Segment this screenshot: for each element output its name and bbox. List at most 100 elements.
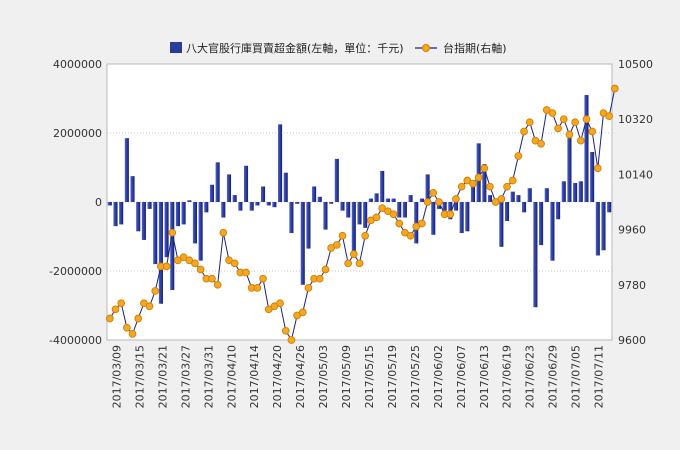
bar — [209, 184, 215, 202]
bar — [453, 202, 459, 211]
bar — [243, 165, 249, 202]
x-tick-label: 2017/06/13 — [478, 345, 491, 408]
line-point — [281, 326, 290, 335]
bar — [419, 198, 424, 202]
line-point — [525, 118, 534, 127]
line-point — [372, 213, 381, 222]
right-tick-label: 10140 — [618, 168, 653, 181]
bar — [567, 136, 572, 202]
bar — [306, 202, 311, 249]
bar — [266, 202, 271, 206]
bar — [470, 184, 476, 202]
line-point — [514, 152, 523, 160]
legend: 八大官股行庫買賣超金額(左軸，單位：千元) 台指期(右軸) — [170, 41, 507, 55]
x-tick-label: 2017/04/14 — [248, 345, 261, 408]
line-point — [321, 265, 330, 274]
bar — [147, 202, 152, 209]
bar — [198, 202, 203, 261]
bar — [192, 202, 197, 244]
line-point — [469, 179, 477, 188]
x-tick-label: 2017/05/03 — [317, 345, 330, 408]
bar — [357, 202, 362, 225]
bar — [141, 202, 146, 240]
line-point — [429, 188, 438, 197]
bar — [119, 202, 124, 225]
x-tick-label: 2017/06/02 — [432, 345, 445, 408]
line-point — [605, 112, 614, 120]
bar — [385, 198, 390, 202]
bar — [397, 202, 402, 218]
bar — [232, 195, 237, 202]
line-point — [276, 299, 284, 308]
line-point — [191, 259, 199, 268]
line-point — [162, 262, 171, 271]
right-axis-ticks: 10500 10320 10140 9960 9780 9600 — [618, 58, 653, 347]
bar — [340, 202, 345, 211]
line-point — [474, 173, 483, 182]
line-point — [208, 274, 216, 283]
bar — [465, 202, 470, 232]
x-tick-label: 2017/06/07 — [455, 345, 468, 408]
x-tick-label: 2017/03/27 — [179, 345, 192, 408]
legend-bar-label: 八大官股行庫買賣超金額(左軸，單位：千元) — [186, 41, 404, 55]
bar — [221, 202, 226, 218]
bar — [278, 124, 283, 202]
bar — [204, 202, 209, 213]
right-tick-label: 9600 — [618, 334, 646, 347]
line-point — [576, 136, 585, 145]
bar — [595, 202, 600, 256]
bar — [238, 202, 243, 211]
x-tick-label: 2017/05/09 — [340, 345, 353, 408]
line-point — [344, 259, 353, 268]
legend-bar-swatch — [170, 42, 182, 53]
line-point — [457, 182, 466, 191]
bar — [215, 162, 220, 202]
line-point — [418, 219, 426, 228]
line-point — [565, 130, 574, 139]
line-point — [361, 231, 370, 240]
bar — [527, 188, 532, 202]
bar — [164, 202, 169, 258]
bar — [561, 181, 566, 202]
bar — [158, 202, 163, 304]
line-point — [219, 228, 228, 237]
line-point — [304, 284, 313, 292]
line-point — [315, 274, 324, 283]
line-point — [423, 198, 432, 206]
bar — [334, 158, 339, 202]
bar — [402, 202, 407, 218]
legend-line-label: 台指期(右軸) — [443, 41, 507, 55]
bar — [374, 193, 379, 202]
bar — [255, 202, 260, 206]
bar — [442, 202, 447, 211]
x-axis-ticks: 2017/03/09 2017/03/15 2017/03/21 2017/03/27… — [110, 345, 605, 408]
x-tick-label: 2017/04/26 — [294, 345, 307, 408]
line-point — [151, 287, 160, 295]
line-point — [508, 176, 517, 185]
bar — [175, 202, 180, 227]
bar — [130, 176, 135, 202]
x-tick-label: 2017/03/21 — [156, 345, 169, 408]
x-tick-label: 2017/05/19 — [386, 345, 399, 408]
bar — [317, 196, 322, 202]
line-point — [230, 259, 239, 268]
bar — [522, 202, 527, 213]
line-point — [520, 127, 528, 136]
bar — [539, 202, 544, 246]
bar — [487, 195, 493, 202]
line-point — [395, 219, 404, 228]
right-tick-label: 9780 — [618, 279, 646, 292]
x-tick-label: 2017/06/19 — [501, 345, 514, 408]
line-point — [406, 231, 415, 240]
bar — [283, 172, 288, 202]
line-point — [298, 308, 307, 317]
line-point — [446, 210, 455, 219]
line-point — [213, 280, 222, 289]
line-point — [196, 265, 205, 274]
bar — [363, 202, 368, 228]
line-point — [134, 314, 143, 323]
bar — [431, 202, 436, 235]
line-point — [168, 228, 177, 237]
bar — [544, 188, 549, 202]
line-point — [332, 241, 341, 249]
